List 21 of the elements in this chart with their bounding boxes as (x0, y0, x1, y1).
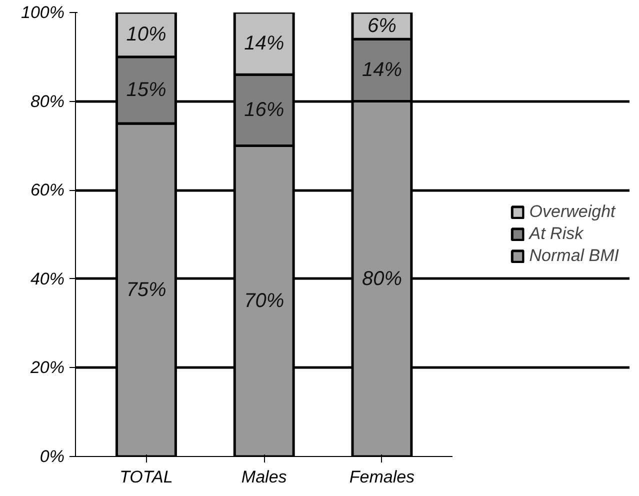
legend-label: Normal BMI (529, 246, 619, 266)
data-label: 15% (126, 79, 166, 102)
data-label: 6% (368, 14, 396, 37)
data-label: 14% (244, 32, 284, 55)
y-tick-label: 20% (29, 358, 65, 378)
x-tick-label: Males (241, 468, 288, 486)
y-tick-label: 40% (30, 269, 65, 288)
data-label: 10% (126, 24, 166, 46)
data-label: 70% (244, 290, 284, 312)
y-tick-label: 60% (30, 180, 65, 200)
data-label: 80% (362, 268, 402, 290)
data-label: 75% (126, 279, 166, 301)
y-tick-label: 0% (40, 447, 65, 466)
y-tick-label: 100% (21, 3, 65, 22)
x-tick-label: Females (349, 468, 416, 486)
data-label: 16% (244, 99, 284, 122)
x-tick-label: TOTAL (120, 468, 173, 486)
data-label: 14% (362, 59, 402, 82)
legend-label: Overweight (529, 202, 616, 222)
legend-label: At Risk (529, 224, 584, 244)
y-tick-label: 80% (30, 92, 65, 111)
